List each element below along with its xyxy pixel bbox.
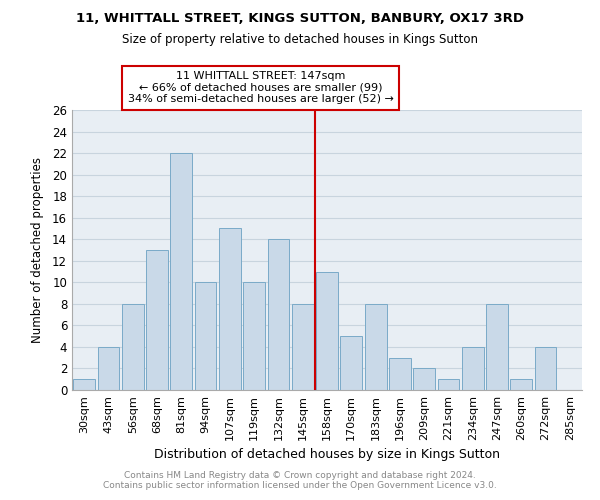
Text: 11, WHITTALL STREET, KINGS SUTTON, BANBURY, OX17 3RD: 11, WHITTALL STREET, KINGS SUTTON, BANBU… [76, 12, 524, 26]
Bar [365, 304, 386, 390]
Bar [316, 272, 338, 390]
Bar [389, 358, 411, 390]
Bar [194, 282, 217, 390]
Bar [511, 379, 532, 390]
Bar [413, 368, 435, 390]
Bar [268, 239, 289, 390]
Bar [535, 347, 556, 390]
Text: Contains HM Land Registry data © Crown copyright and database right 2024.
Contai: Contains HM Land Registry data © Crown c… [103, 470, 497, 490]
Bar [437, 379, 460, 390]
Bar [486, 304, 508, 390]
Bar [97, 347, 119, 390]
Bar [462, 347, 484, 390]
Bar [73, 379, 95, 390]
Bar [219, 228, 241, 390]
Bar [122, 304, 143, 390]
Bar [292, 304, 314, 390]
Bar [243, 282, 265, 390]
Text: Size of property relative to detached houses in Kings Sutton: Size of property relative to detached ho… [122, 32, 478, 46]
Bar [146, 250, 168, 390]
Text: 11 WHITTALL STREET: 147sqm
← 66% of detached houses are smaller (99)
34% of semi: 11 WHITTALL STREET: 147sqm ← 66% of deta… [128, 71, 394, 104]
Y-axis label: Number of detached properties: Number of detached properties [31, 157, 44, 343]
Bar [340, 336, 362, 390]
Bar [170, 153, 192, 390]
X-axis label: Distribution of detached houses by size in Kings Sutton: Distribution of detached houses by size … [154, 448, 500, 462]
